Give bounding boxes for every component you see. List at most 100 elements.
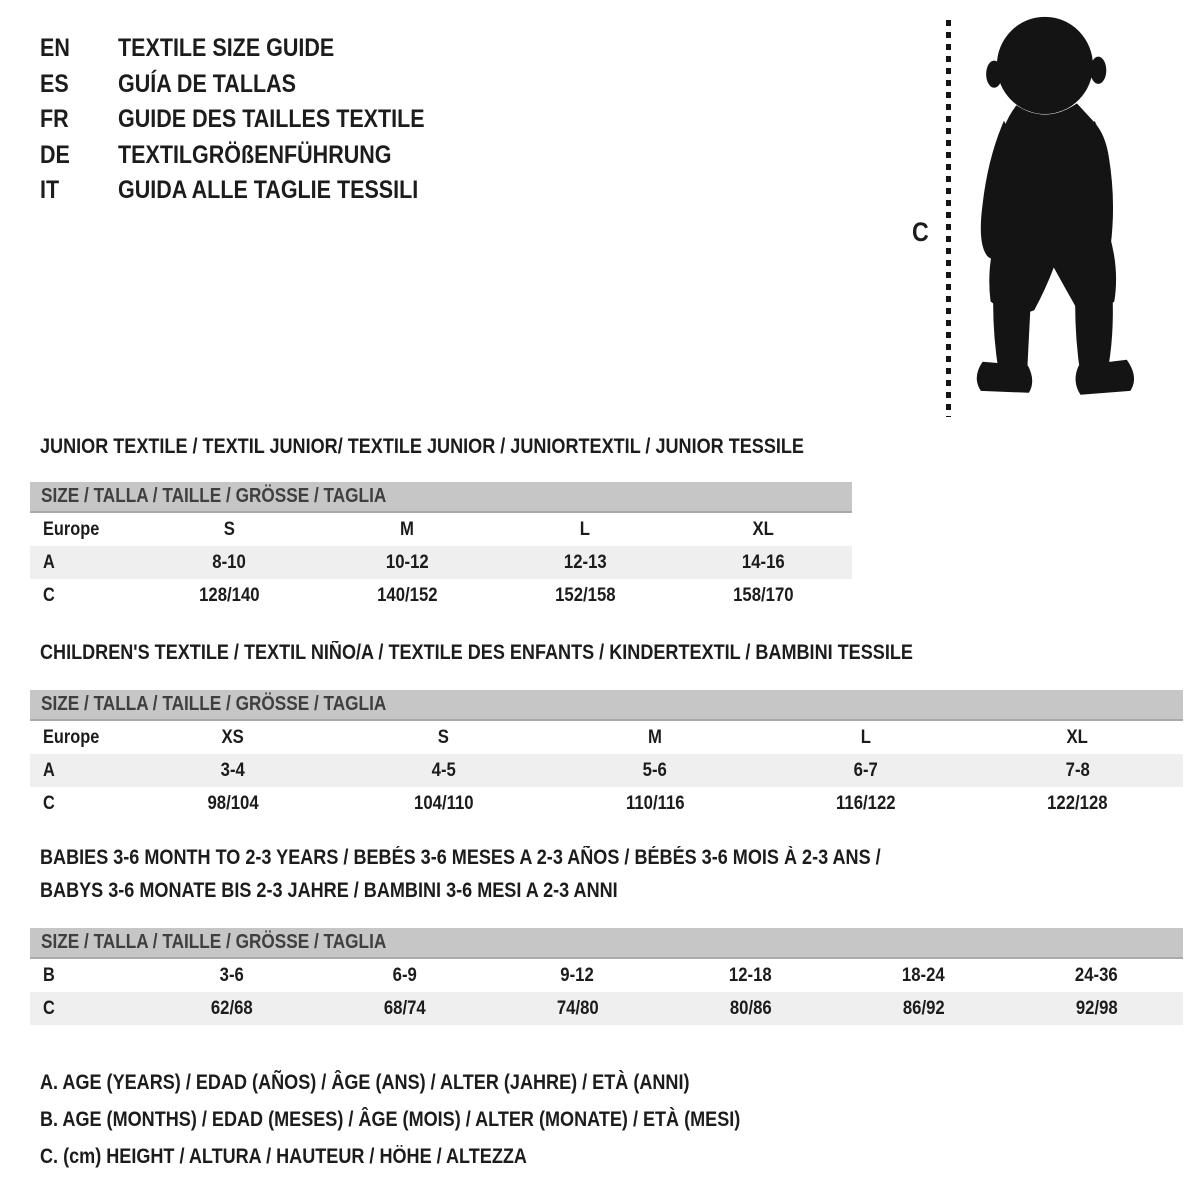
table-cell-text: 110/116 <box>625 792 685 814</box>
table-row: B 3-6 6-9 9-12 12-18 18-24 24-36 <box>30 959 1183 992</box>
table-cell: 12-13 <box>496 552 674 574</box>
table-cell-text: M <box>400 518 414 540</box>
table-cell-text: 18-24 <box>902 964 945 986</box>
size-header-bar-text: SIZE / TALLA / TAILLE / GRÖSSE / TAGLIA <box>41 485 387 507</box>
table-cell-text: 140/152 <box>376 584 438 606</box>
table-cell: 140/152 <box>318 585 496 607</box>
toddler-silhouette-icon <box>976 16 1135 395</box>
table-cell: 4-5 <box>338 760 549 782</box>
table-cell: M <box>318 519 496 541</box>
table-cell: 80/86 <box>664 998 837 1020</box>
row-label: Europe <box>30 519 140 541</box>
table-cell-text: 10-12 <box>385 551 429 573</box>
table-cell: M <box>549 727 760 749</box>
legend-line-text: A. AGE (YEARS) / EDAD (AÑOS) / ÂGE (ANS)… <box>40 1070 690 1094</box>
table-cell-text: XL <box>1066 726 1089 748</box>
row-label: A <box>30 760 127 782</box>
table-cell: 5-6 <box>549 760 760 782</box>
language-title-list: EN TEXTILE SIZE GUIDE ES GUÍA DE TALLAS … <box>40 31 475 209</box>
table-cell: 18-24 <box>837 965 1010 987</box>
table-cell-text: 3-4 <box>220 759 245 781</box>
size-header-bar: SIZE / TALLA / TAILLE / GRÖSSE / TAGLIA <box>30 928 1183 959</box>
table-cell-text: 62/68 <box>210 997 253 1019</box>
row-label-text: A <box>43 759 55 781</box>
table-cell: 68/74 <box>318 998 491 1020</box>
table-cell: 24-36 <box>1010 965 1183 987</box>
table-row: Europe S M L XL <box>30 513 852 546</box>
lang-code-text: EN <box>40 34 70 63</box>
table-cell: L <box>496 519 674 541</box>
lang-title-text: GUIDA ALLE TAGLIE TESSILI <box>118 176 419 205</box>
legend-line-b: B. AGE (MONTHS) / EDAD (MESES) / ÂGE (MO… <box>40 1101 854 1138</box>
table-cell-text: 116/122 <box>836 792 896 814</box>
table-cell: XL <box>674 519 852 541</box>
junior-section-title: JUNIOR TEXTILE / TEXTIL JUNIOR/ TEXTILE … <box>40 435 928 459</box>
row-label: B <box>30 965 145 987</box>
table-cell-text: 128/140 <box>198 584 260 606</box>
table-cell-text: 5-6 <box>642 759 668 781</box>
legend-line-text: B. AGE (MONTHS) / EDAD (MESES) / ÂGE (MO… <box>40 1107 741 1131</box>
legend-line-c: C. (cm) HEIGHT / ALTURA / HAUTEUR / HÖHE… <box>40 1138 854 1175</box>
table-cell-text: 122/128 <box>1047 792 1108 814</box>
table-cell-text: 80/86 <box>729 997 772 1019</box>
lang-code-text: DE <box>40 140 70 169</box>
children-section-title-text: CHILDREN'S TEXTILE / TEXTIL NIÑO/A / TEX… <box>40 641 913 664</box>
height-measure-label-text: C <box>912 217 929 247</box>
lang-title-text: GUIDE DES TAILLES TEXTILE <box>118 105 425 134</box>
table-cell: 158/170 <box>674 585 852 607</box>
table-cell-text: L <box>579 518 591 540</box>
table-cell: 128/140 <box>140 585 318 607</box>
table-cell-text: M <box>648 726 662 748</box>
table-cell: 12-18 <box>664 965 837 987</box>
table-cell-text: S <box>223 518 235 540</box>
table-cell: 62/68 <box>145 998 318 1020</box>
table-cell-text: 92/98 <box>1075 997 1118 1019</box>
table-cell-text: 6-9 <box>392 964 417 986</box>
lang-row-es: ES GUÍA DE TALLAS <box>40 67 475 103</box>
table-cell: 6-7 <box>761 760 972 782</box>
legend-line-text: C. (cm) HEIGHT / ALTURA / HAUTEUR / HÖHE… <box>40 1144 527 1168</box>
table-cell: XS <box>127 727 338 749</box>
table-cell-text: 6-7 <box>854 759 879 781</box>
table-cell: 3-6 <box>145 965 318 987</box>
table-cell: 122/128 <box>972 793 1183 815</box>
row-label-text: C <box>43 584 55 606</box>
table-cell-text: 7-8 <box>1065 759 1090 781</box>
table-cell: XL <box>972 727 1183 749</box>
table-cell-text: 98/104 <box>207 792 259 814</box>
lang-row-fr: FR GUIDE DES TAILLES TEXTILE <box>40 102 475 138</box>
table-cell-text: L <box>861 726 872 748</box>
row-label-text: A <box>43 551 55 573</box>
table-cell-text: 74/80 <box>556 997 599 1019</box>
row-label-text: C <box>43 792 55 814</box>
table-cell-text: 104/110 <box>414 792 474 814</box>
table-cell: 92/98 <box>1010 998 1183 1020</box>
row-label-text: Europe <box>43 518 100 540</box>
lang-code-text: ES <box>40 69 69 98</box>
row-label: A <box>30 552 140 574</box>
table-cell-text: 14-16 <box>741 551 785 573</box>
table-cell-text: 86/92 <box>902 997 945 1019</box>
table-row: C 98/104 104/110 110/116 116/122 122/128 <box>30 787 1183 820</box>
table-cell: 152/158 <box>496 585 674 607</box>
table-cell-text: 9-12 <box>560 964 595 986</box>
babies-size-table: SIZE / TALLA / TAILLE / GRÖSSE / TAGLIA B… <box>30 928 1183 1025</box>
lang-title: TEXTILGRÖßENFÜHRUNG <box>118 141 436 170</box>
lang-title: TEXTILE SIZE GUIDE <box>118 34 369 63</box>
lang-row-en: EN TEXTILE SIZE GUIDE <box>40 31 475 67</box>
lang-row-de: DE TEXTILGRÖßENFÜHRUNG <box>40 138 475 174</box>
table-row: A 3-4 4-5 5-6 6-7 7-8 <box>30 754 1183 787</box>
table-cell: S <box>140 519 318 541</box>
table-row: C 128/140 140/152 152/158 158/170 <box>30 579 852 612</box>
table-cell-text: 4-5 <box>431 759 456 781</box>
table-row: Europe XS S M L XL <box>30 721 1183 754</box>
table-cell: 116/122 <box>761 793 972 815</box>
table-cell-text: 8-10 <box>212 551 246 573</box>
table-cell: 10-12 <box>318 552 496 574</box>
table-cell-text: 24-36 <box>1075 964 1118 986</box>
row-label-text: Europe <box>43 726 100 748</box>
height-measure-dashed-line <box>946 20 951 417</box>
row-label: C <box>30 585 140 607</box>
lang-title-text: GUÍA DE TALLAS <box>118 69 296 98</box>
row-label: C <box>30 793 127 815</box>
